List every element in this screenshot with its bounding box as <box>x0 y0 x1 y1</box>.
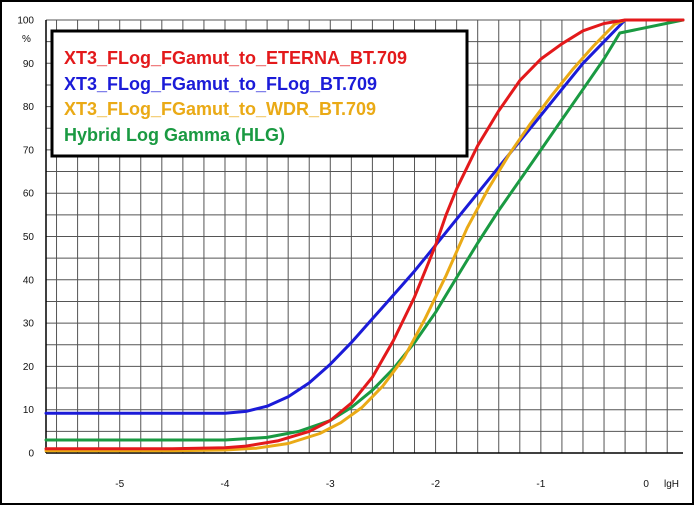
y-tick-label: 10 <box>23 405 35 416</box>
series-line-flog <box>44 18 685 415</box>
y-tick-label: 100 <box>17 16 34 27</box>
x-tick-label: 0 <box>643 479 649 490</box>
y-tick-label: 20 <box>23 362 35 373</box>
x-axis-label: lgH <box>664 479 679 490</box>
y-tick-label: 40 <box>23 275 35 286</box>
series-line-eterna <box>44 18 685 451</box>
y-unit-label: % <box>22 34 31 45</box>
y-tick-label: 0 <box>28 449 34 460</box>
y-tick-label: 70 <box>23 145 35 156</box>
tick-labels: 0 10 20 30 40 50 60 70 80 90 100 -5 -4 -3 -2 -1 0 <box>17 16 649 491</box>
x-tick-label: -4 <box>221 479 230 490</box>
y-tick-label: 50 <box>23 232 35 243</box>
legend-entry-eterna: XT3_FLog_FGamut_to_ETERNA_BT.709 <box>64 48 407 68</box>
series-line-wdr <box>44 18 685 453</box>
x-tick-label: -2 <box>431 479 440 490</box>
y-tick-label: 90 <box>23 59 35 70</box>
y-tick-label: 60 <box>23 189 35 200</box>
legend-entry-hlg: Hybrid Log Gamma (HLG) <box>64 125 285 145</box>
x-tick-label: -1 <box>536 479 545 490</box>
series-line-hlg <box>44 18 685 442</box>
legend-box <box>50 29 469 158</box>
x-tick-label: -3 <box>326 479 335 490</box>
y-tick-label: 80 <box>23 102 35 113</box>
legend-entry-flog: XT3_FLog_FGamut_to_FLog_BT.709 <box>64 74 377 94</box>
x-tick-label: -5 <box>115 479 124 490</box>
axes <box>45 20 683 454</box>
series-lines <box>44 18 685 453</box>
y-tick-label: 30 <box>23 319 35 330</box>
legend: XT3_FLog_FGamut_to_ETERNA_BT.709 XT3_FLo… <box>50 29 469 158</box>
legend-entry-wdr: XT3_FLog_FGamut_to_WDR_BT.709 <box>64 99 376 119</box>
